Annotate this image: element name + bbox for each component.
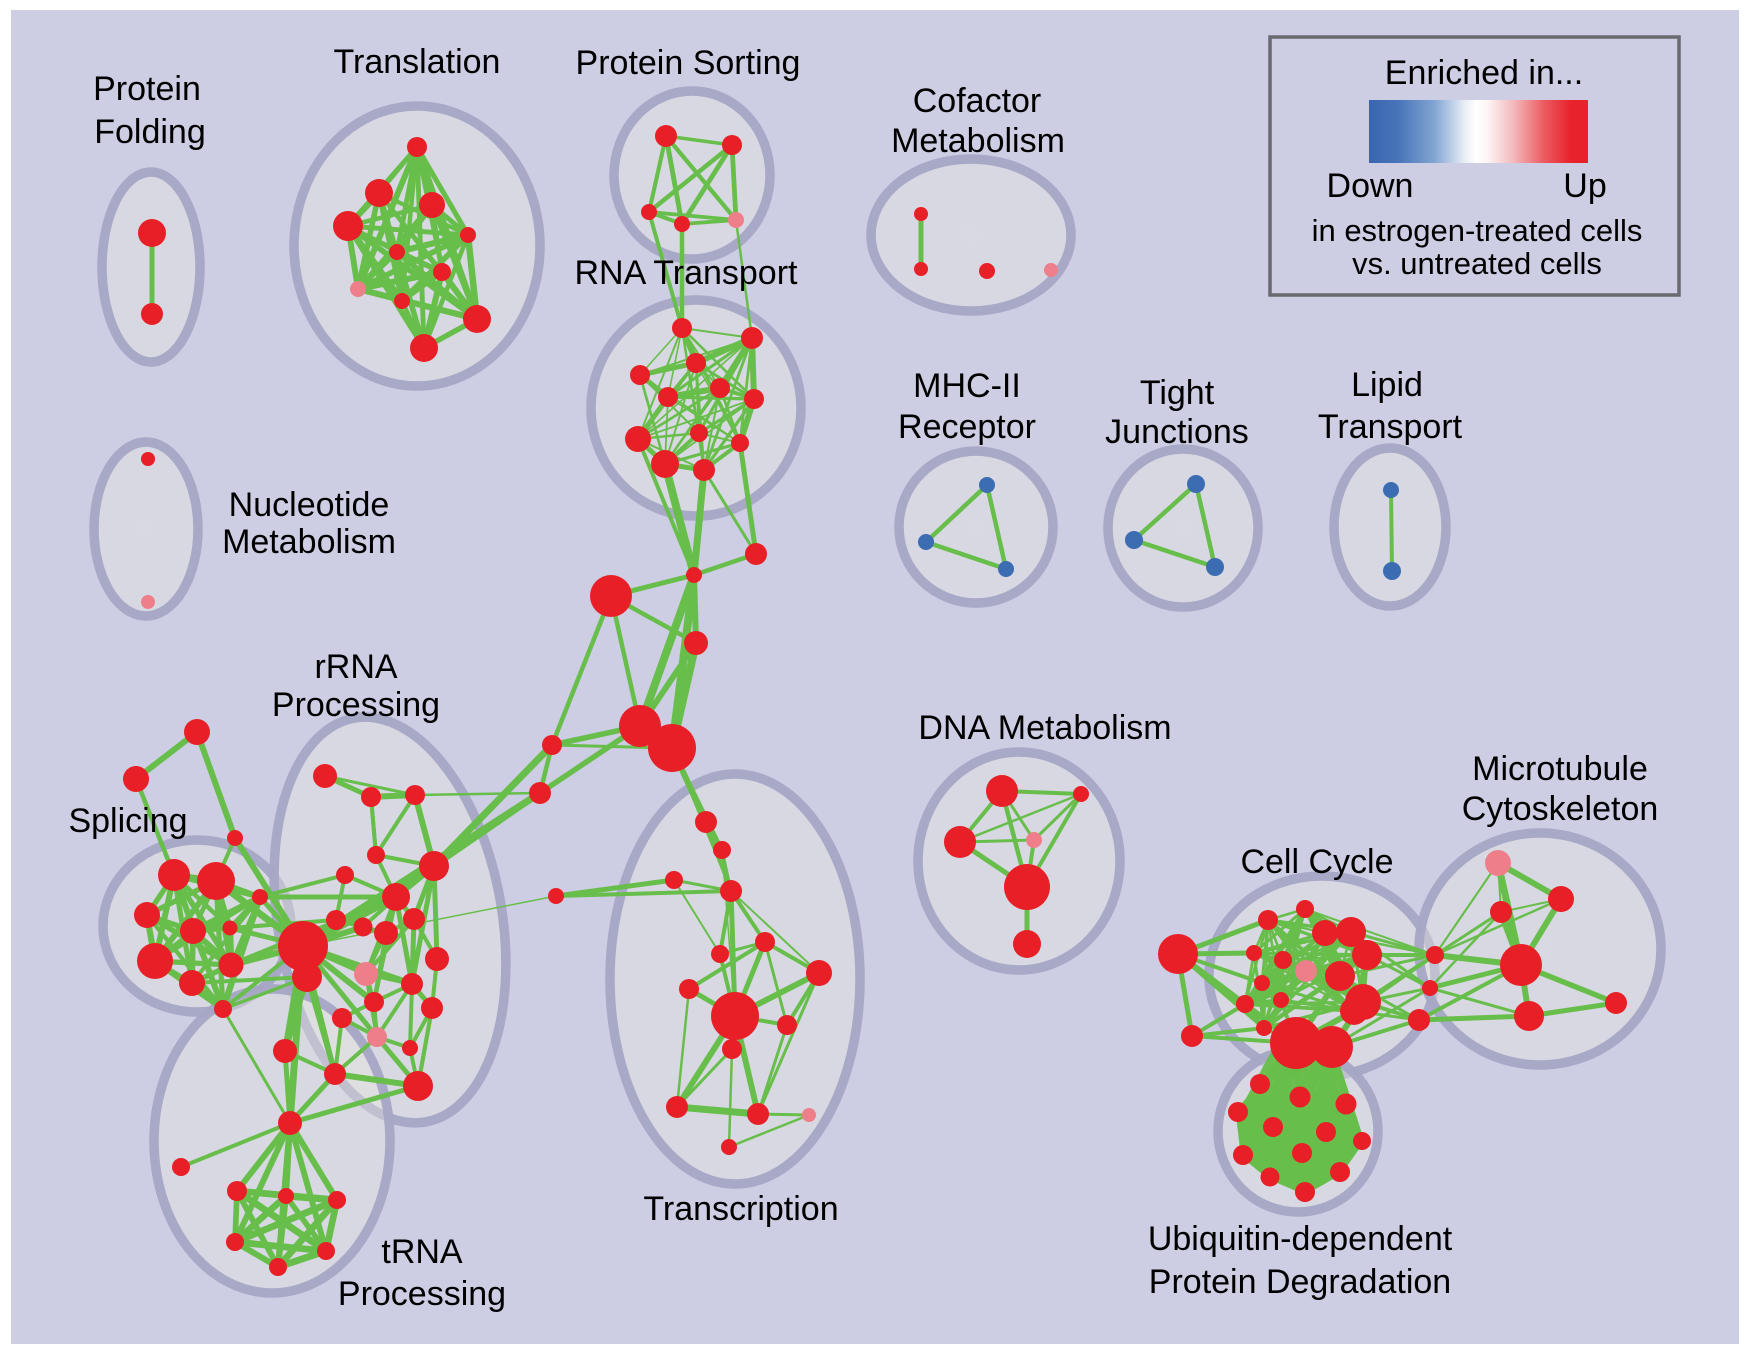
svg-text:Tight: Tight <box>1140 374 1215 412</box>
svg-text:Transcription: Transcription <box>643 1190 838 1228</box>
svg-text:rRNA: rRNA <box>314 648 397 686</box>
svg-text:Receptor: Receptor <box>898 408 1036 446</box>
svg-text:Protein: Protein <box>93 70 201 108</box>
svg-text:Metabolism: Metabolism <box>222 523 396 561</box>
svg-text:tRNA: tRNA <box>381 1233 463 1271</box>
svg-text:Ubiquitin-dependent: Ubiquitin-dependent <box>1148 1220 1453 1258</box>
svg-text:Nucleotide: Nucleotide <box>229 486 390 524</box>
svg-text:Processing: Processing <box>338 1275 506 1313</box>
svg-text:Metabolism: Metabolism <box>891 122 1065 160</box>
svg-text:Transport: Transport <box>1318 408 1463 446</box>
svg-text:Protein Sorting: Protein Sorting <box>576 44 801 82</box>
svg-text:in estrogen-treated cells: in estrogen-treated cells <box>1312 213 1643 248</box>
svg-text:Splicing: Splicing <box>68 802 187 840</box>
svg-text:Lipid: Lipid <box>1351 366 1423 404</box>
svg-text:Folding: Folding <box>94 113 206 151</box>
svg-text:vs. untreated cells: vs. untreated cells <box>1352 246 1602 281</box>
svg-text:MHC-II: MHC-II <box>913 367 1021 405</box>
svg-text:Translation: Translation <box>334 43 501 81</box>
svg-text:Cytoskeleton: Cytoskeleton <box>1462 790 1659 828</box>
svg-text:Protein Degradation: Protein Degradation <box>1149 1263 1451 1301</box>
svg-text:Enriched in...: Enriched in... <box>1385 54 1583 92</box>
svg-text:Up: Up <box>1563 167 1606 205</box>
svg-text:Junctions: Junctions <box>1105 413 1249 451</box>
svg-text:Down: Down <box>1327 167 1414 205</box>
svg-text:Processing: Processing <box>272 686 440 724</box>
svg-text:Microtubule: Microtubule <box>1472 750 1648 788</box>
svg-text:Cell Cycle: Cell Cycle <box>1240 843 1393 881</box>
svg-text:Cofactor: Cofactor <box>913 82 1042 120</box>
svg-text:RNA Transport: RNA Transport <box>575 254 799 292</box>
svg-text:DNA Metabolism: DNA Metabolism <box>918 709 1171 747</box>
